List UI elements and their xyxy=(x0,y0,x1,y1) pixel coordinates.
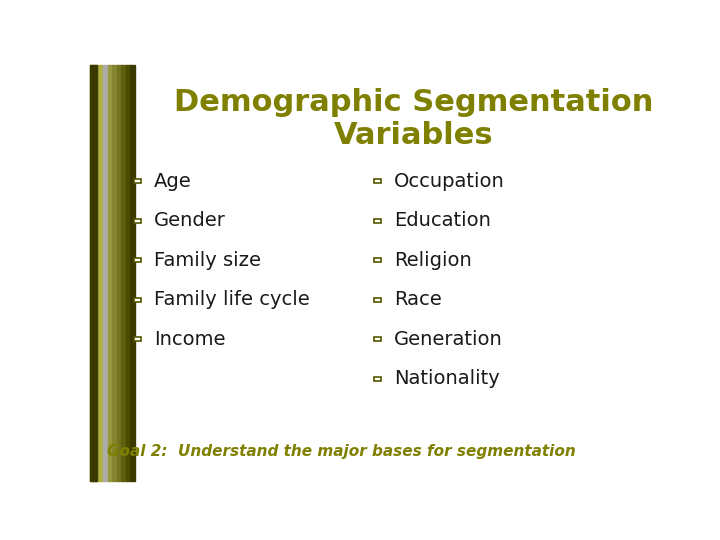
Bar xyxy=(374,179,381,183)
Text: Variables: Variables xyxy=(334,121,493,150)
Bar xyxy=(134,219,141,223)
Text: Income: Income xyxy=(154,330,225,349)
Text: Demographic Segmentation: Demographic Segmentation xyxy=(174,87,653,117)
Text: Age: Age xyxy=(154,172,192,191)
Bar xyxy=(99,65,104,481)
Bar xyxy=(108,65,112,481)
Bar xyxy=(90,65,96,481)
Bar xyxy=(374,219,381,223)
Bar xyxy=(121,65,126,481)
Bar xyxy=(94,65,99,481)
Text: Religion: Religion xyxy=(394,251,472,269)
Bar xyxy=(104,65,108,481)
Text: Education: Education xyxy=(394,211,491,230)
Text: Nationality: Nationality xyxy=(394,369,500,388)
Text: Generation: Generation xyxy=(394,330,503,349)
Bar xyxy=(126,65,130,481)
Text: Goal 2:  Understand the major bases for segmentation: Goal 2: Understand the major bases for s… xyxy=(107,444,575,459)
Bar xyxy=(134,258,141,262)
Bar xyxy=(130,65,135,481)
Bar xyxy=(374,258,381,262)
Text: Family size: Family size xyxy=(154,251,261,269)
Text: Family life cycle: Family life cycle xyxy=(154,290,310,309)
Bar xyxy=(134,337,141,341)
Bar xyxy=(374,298,381,302)
Text: Gender: Gender xyxy=(154,211,226,230)
Text: Race: Race xyxy=(394,290,442,309)
Bar xyxy=(90,65,94,481)
Bar xyxy=(134,179,141,183)
Bar xyxy=(374,337,381,341)
Bar xyxy=(374,377,381,381)
Bar xyxy=(112,65,117,481)
Text: Occupation: Occupation xyxy=(394,172,505,191)
Bar xyxy=(134,298,141,302)
Bar xyxy=(117,65,121,481)
